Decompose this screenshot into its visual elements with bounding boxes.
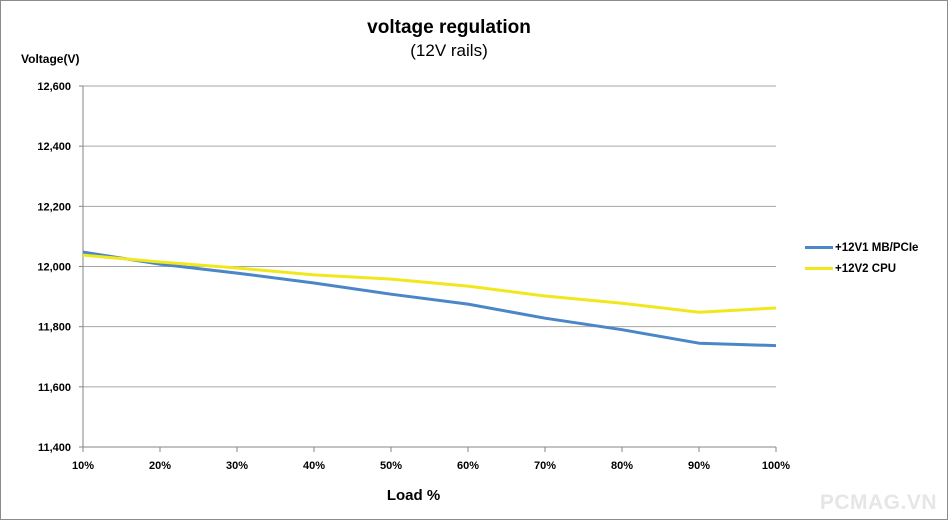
chart-subtitle: (12V rails) <box>410 41 488 60</box>
legend-item-series-2: +12V2 CPU <box>805 258 918 279</box>
chart-title: voltage regulation <box>367 17 531 38</box>
y-tick-label: 11,800 <box>38 322 71 334</box>
x-tick-label: 10% <box>72 460 94 472</box>
y-tick-label: 12,000 <box>37 262 71 274</box>
x-tick-label: 100% <box>762 460 790 472</box>
watermark-logo: PCMAG.VN <box>819 491 937 514</box>
x-tick-label: 60% <box>457 460 479 472</box>
x-tick-label: 20% <box>149 460 171 472</box>
x-tick-label: 70% <box>534 460 556 472</box>
x-tick-label: 50% <box>380 460 402 472</box>
x-tick-label: 90% <box>688 460 710 472</box>
legend-label-series-2: +12V2 CPU <box>835 262 897 275</box>
legend-swatch-series-2 <box>805 267 833 270</box>
series-line-2 <box>82 253 777 314</box>
x-tick-label: 40% <box>303 460 325 472</box>
series-line-1 <box>82 250 777 348</box>
legend-item-series-1: +12V1 MB/PCIe <box>805 237 918 258</box>
y-tick-label: 12,600 <box>37 81 71 93</box>
y-tick-label: 11,600 <box>38 382 71 394</box>
x-tick-label: 80% <box>611 460 633 472</box>
y-tick-label: 12,200 <box>37 201 71 213</box>
legend-label-series-1: +12V1 MB/PCIe <box>835 241 919 254</box>
legend-swatch-series-1 <box>805 246 833 249</box>
x-tick-label: 30% <box>226 460 248 472</box>
y-tick-label: 12,400 <box>37 141 71 153</box>
x-axis-label: Load % <box>386 487 441 504</box>
y-tick-label: 11,400 <box>38 442 71 454</box>
chart-legend: +12V1 MB/PCIe +12V2 CPU <box>805 237 918 279</box>
y-axis-label: Voltage(V) <box>21 52 80 66</box>
